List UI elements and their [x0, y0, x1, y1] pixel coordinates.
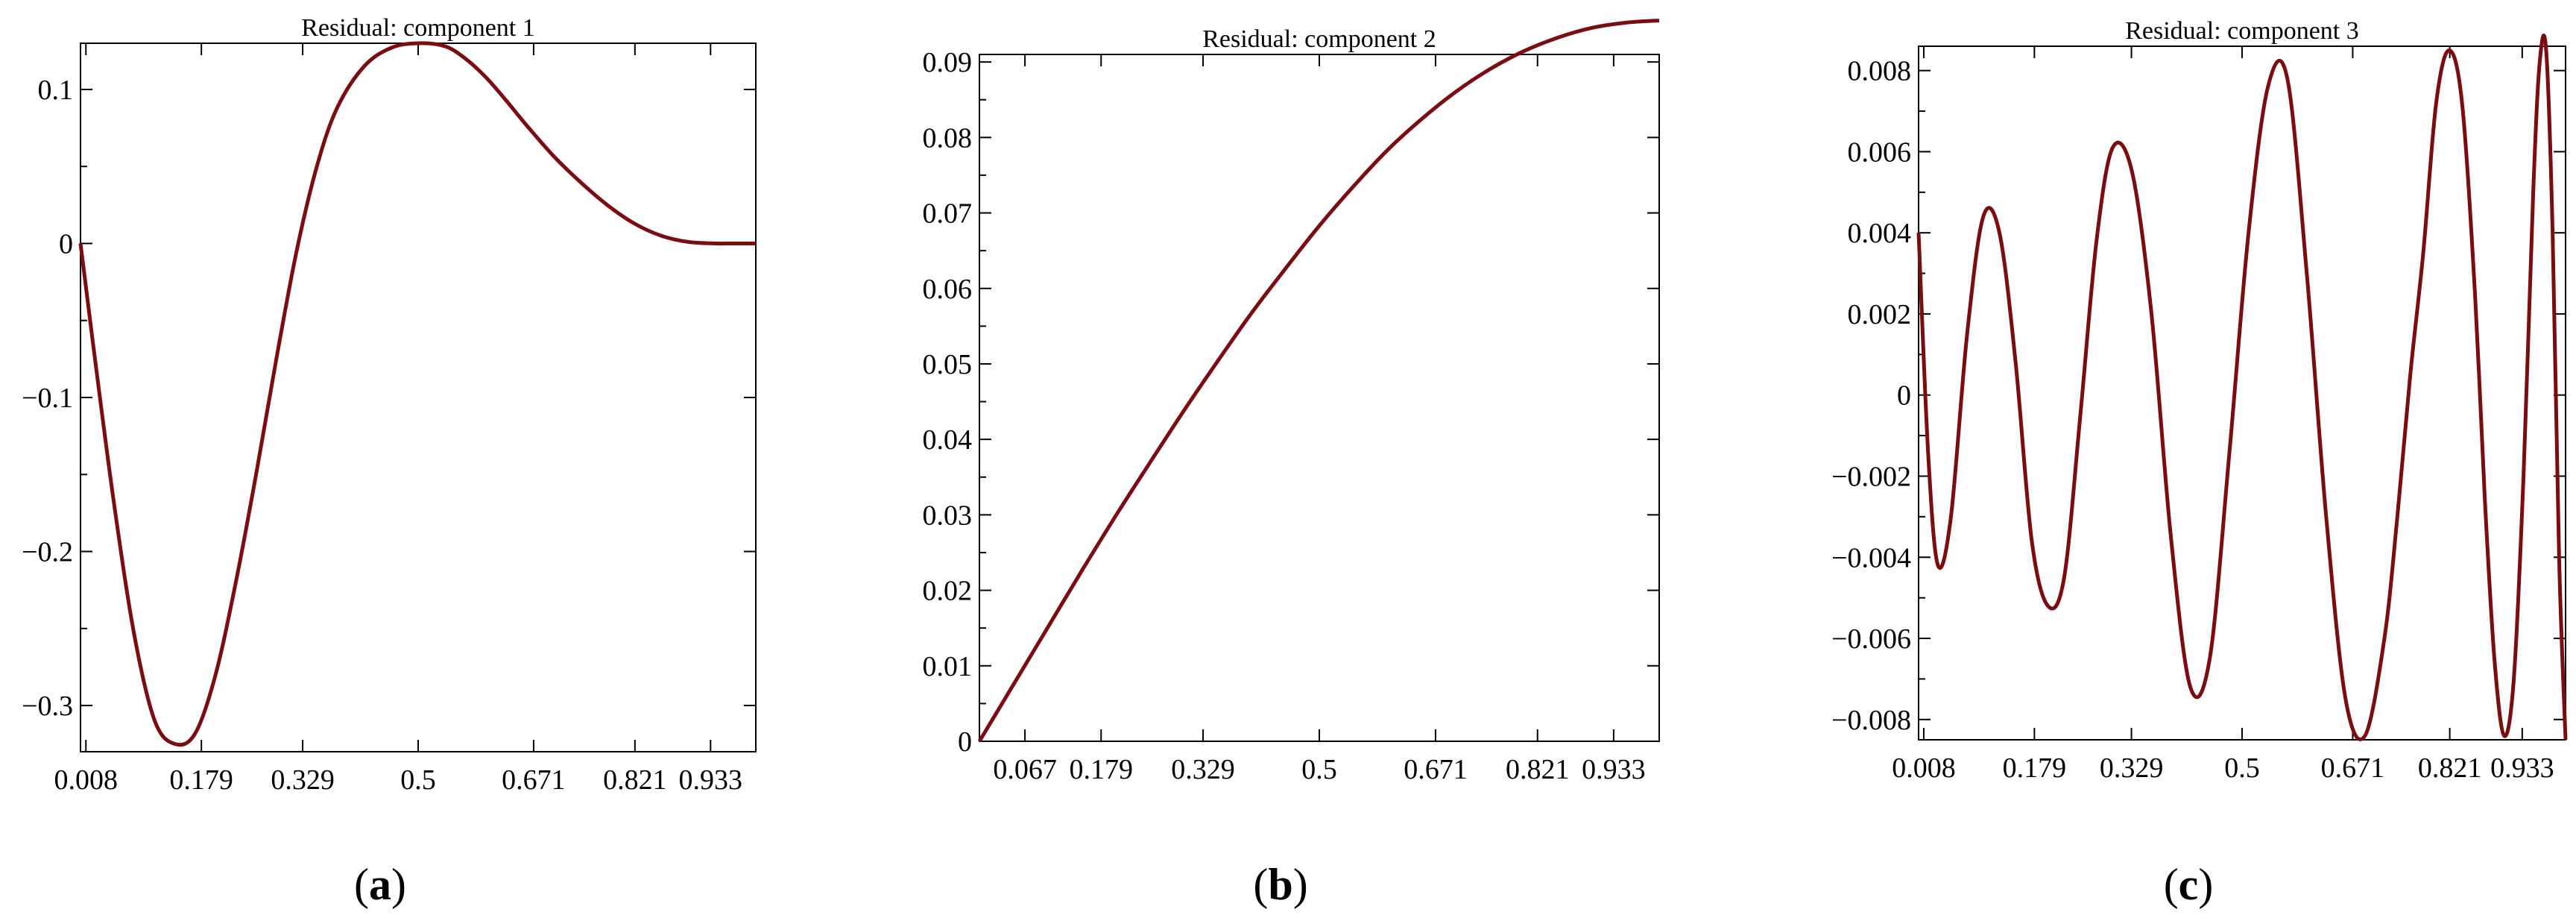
series-line-1: [1916, 34, 2568, 741]
y-tick-label: 0.05: [923, 349, 973, 380]
y-tick-label: 0.008: [1848, 56, 1912, 87]
x-tick-label: 0.671: [502, 764, 566, 796]
y-tick-label: −0.008: [1831, 705, 1911, 736]
x-tick-label: 0.5: [1301, 754, 1337, 785]
x-tick-label: 0.329: [271, 764, 335, 796]
y-tick-label: 0.006: [1848, 136, 1912, 168]
x-tick-label: 0.671: [1404, 754, 1468, 785]
x-tick-label: 0.179: [1070, 754, 1134, 785]
plot-frame: [979, 54, 1660, 742]
y-tick-label: 0: [958, 726, 972, 758]
x-tick-label: 0.008: [54, 764, 119, 796]
y-tick-label: 0.04: [923, 424, 973, 456]
x-tick-label: 0.067: [993, 754, 1057, 785]
chart-title: Residual: component 2: [1202, 25, 1436, 53]
y-tick-label: −0.004: [1831, 542, 1911, 573]
y-tick-label: −0.006: [1831, 623, 1911, 655]
x-tick-label: 0.821: [2418, 752, 2482, 784]
panel-label: (a): [354, 860, 406, 909]
chart-title: Residual: component 1: [301, 14, 535, 42]
x-tick-label: 0.821: [1506, 754, 1570, 785]
y-tick-label: 0.09: [923, 47, 973, 78]
chart-panel-3: Residual: component 3 −0.008 −0.006 −0.004 −…: [1831, 17, 2568, 909]
y-tick-label: −0.1: [22, 383, 73, 414]
x-tick-label: 0.933: [679, 764, 743, 796]
x-tick-label: 0.933: [2490, 752, 2554, 784]
chart-title: Residual: component 3: [2125, 17, 2359, 45]
x-tick-label: 0.5: [2224, 752, 2260, 784]
y-tick-label: 0.07: [923, 198, 973, 230]
y-tick-label: 0.004: [1848, 218, 1912, 249]
series-line-1: [78, 41, 756, 747]
plot-frame: [1918, 45, 2566, 741]
x-tick-label: 0.329: [1171, 754, 1235, 785]
x-tick-label: 0.179: [2003, 752, 2067, 784]
y-tick-label: 0.1: [38, 75, 74, 106]
plot-frame: [80, 43, 757, 752]
x-tick-label: 0.933: [1582, 754, 1646, 785]
chart-panel-2: Residual: component 2 0 0.01 0.02 0.03 0.04 0.…: [923, 18, 1660, 909]
y-tick-label: 0.06: [923, 274, 973, 305]
x-tick-label: 0.5: [400, 764, 436, 796]
panel-label: (b): [1253, 860, 1307, 909]
y-tick-label: 0: [59, 228, 73, 260]
y-tick-label: −0.002: [1831, 461, 1911, 492]
y-tick-label: 0.02: [923, 576, 973, 607]
y-tick-label: 0.03: [923, 500, 973, 531]
y-tick-label: 0.08: [923, 122, 973, 154]
chart-panel-1: Residual: component 1 −0.3 −0.2 −0.1 0 0.1 0.0…: [22, 14, 757, 909]
y-tick-label: 0.01: [923, 651, 973, 682]
x-tick-label: 0.008: [1892, 752, 1956, 784]
panel-label: (c): [2164, 860, 2214, 909]
y-tick-label: −0.2: [22, 537, 73, 568]
x-tick-label: 0.671: [2321, 752, 2385, 784]
y-tick-label: 0: [1897, 380, 1911, 412]
x-tick-label: 0.179: [169, 764, 233, 796]
series-line-1: [977, 18, 1660, 743]
y-tick-label: 0.002: [1848, 299, 1912, 330]
y-tick-label: −0.3: [22, 691, 73, 722]
x-tick-label: 0.821: [603, 764, 667, 796]
x-tick-label: 0.329: [2100, 752, 2164, 784]
